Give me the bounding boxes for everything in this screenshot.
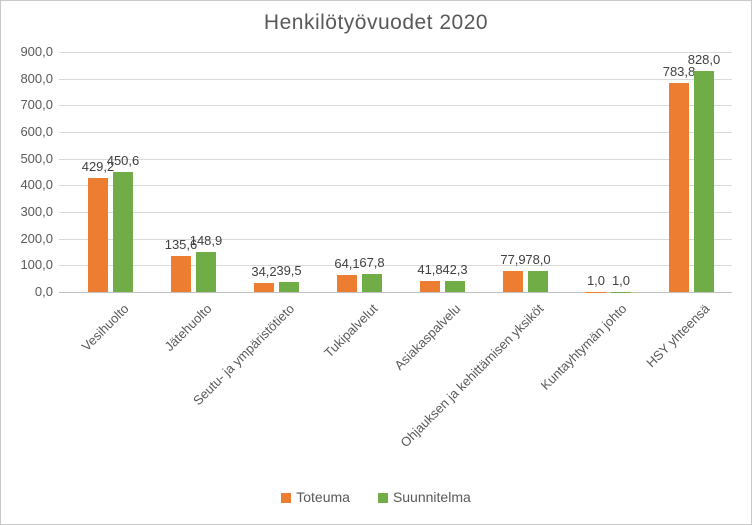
- bar-toteuma: [669, 83, 689, 292]
- grid-line: [59, 265, 732, 266]
- grid-line: [59, 79, 732, 80]
- value-label-toteuma: 34,2: [251, 263, 277, 279]
- grid-line: [59, 185, 732, 186]
- chart-title: Henkilötyövuodet 2020: [263, 11, 489, 34]
- bar-suunnitelma: [694, 71, 714, 292]
- bar-toteuma: [503, 271, 523, 292]
- bar-suunnitelma: [445, 280, 465, 292]
- value-label-suunnitelma: 39,5: [276, 262, 302, 278]
- y-tick-label: 200,0: [20, 231, 53, 246]
- x-category-label: Vesihuolto: [78, 301, 132, 355]
- x-category-label: Jätehuolto: [161, 301, 215, 355]
- grid-line: [59, 159, 732, 160]
- value-label-toteuma: 783,8: [662, 64, 696, 79]
- legend: Toteuma Suunnitelma: [1, 490, 751, 505]
- legend-label: Suunnitelma: [392, 489, 471, 505]
- legend-swatch-icon: [377, 492, 388, 503]
- value-label-suunnitelma: 450,6: [106, 152, 140, 168]
- y-tick-label: 400,0: [20, 177, 53, 192]
- grid-line: [59, 52, 732, 53]
- grid-line: [59, 239, 732, 240]
- value-label-suunnitelma: 42,3: [442, 261, 468, 277]
- y-tick-label: 600,0: [20, 124, 53, 139]
- x-category-label: Asiakaspalvelu: [391, 301, 464, 373]
- value-label-suunnitelma: 1,0: [611, 272, 631, 288]
- bar-suunnitelma: [279, 281, 299, 292]
- x-category-label: Ohjauksen ja kehittämisen yksiköt: [397, 301, 547, 451]
- value-label-suunnitelma: 78,0: [525, 252, 551, 268]
- bar-suunnitelma: [362, 273, 382, 292]
- bar-suunnitelma: [196, 252, 216, 292]
- legend-item-toteuma: Toteuma: [281, 490, 350, 505]
- x-category-label: HSY yhteensä: [642, 301, 713, 371]
- bar-toteuma: [420, 280, 440, 292]
- y-tick-label: 100,0: [20, 257, 53, 272]
- y-tick-label: 700,0: [20, 97, 53, 112]
- value-label-toteuma: 135,6: [164, 236, 198, 252]
- value-label-suunnitelma: 828,0: [687, 52, 721, 68]
- bar-suunnitelma: [528, 271, 548, 292]
- y-tick-label: 800,0: [20, 71, 53, 86]
- value-label-toteuma: 64,1: [334, 255, 360, 271]
- y-tick-label: 500,0: [20, 151, 53, 166]
- bar-toteuma: [88, 177, 108, 292]
- value-label-toteuma: 1,0: [586, 272, 606, 288]
- y-tick-label: 900,0: [20, 44, 53, 59]
- legend-item-suunnitelma: Suunnitelma: [377, 489, 471, 505]
- value-label-toteuma: 429,2: [81, 158, 115, 174]
- value-label-toteuma: 77,9: [500, 252, 526, 268]
- legend-swatch-icon: [281, 492, 292, 503]
- bar-toteuma: [171, 255, 191, 292]
- y-tick-label: 300,0: [20, 204, 53, 219]
- legend-label: Toteuma: [296, 489, 350, 505]
- y-tick-label: 0,0: [34, 284, 53, 299]
- value-label-toteuma: 41,8: [417, 261, 443, 277]
- grid-line: [59, 105, 732, 106]
- value-label-suunnitelma: 67,8: [359, 254, 385, 270]
- bar-toteuma: [254, 282, 274, 292]
- x-category-label: Kuntayhtymän johto: [537, 301, 630, 393]
- bar-toteuma: [337, 274, 357, 292]
- x-category-label: Tukipalvelut: [320, 301, 381, 361]
- grid-line: [59, 132, 732, 133]
- grid-line: [59, 212, 732, 213]
- value-label-suunnitelma: 148,9: [189, 233, 223, 249]
- x-axis-line: [59, 292, 732, 293]
- bar-suunnitelma: [113, 171, 133, 292]
